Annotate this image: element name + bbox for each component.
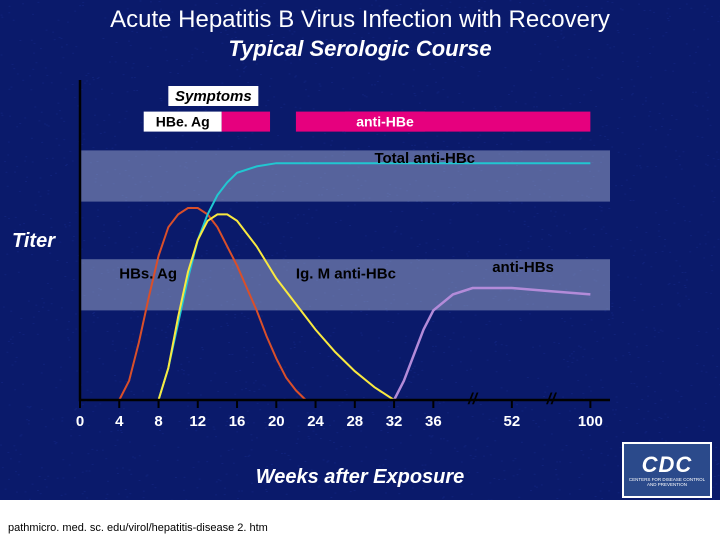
svg-text:anti-HBe: anti-HBe [356, 114, 414, 130]
svg-text://: // [467, 391, 478, 408]
svg-text:anti-HBs: anti-HBs [492, 259, 554, 276]
svg-text:4: 4 [115, 413, 124, 430]
slide-root: Acute Hepatitis B Virus Infection with R… [0, 0, 720, 540]
svg-text:100: 100 [578, 413, 603, 430]
plot-svg: Symptoms HBe. Ag anti-HBe Total anti-HBc HBs… [80, 80, 610, 430]
svg-text:Ig. M anti-HBc: Ig. M anti-HBc [296, 265, 396, 282]
svg-text://: // [546, 391, 557, 408]
svg-text:0: 0 [76, 413, 84, 430]
svg-text:20: 20 [268, 413, 285, 430]
cdc-logo-text: CDC [642, 452, 693, 478]
svg-text:HBe. Ag: HBe. Ag [156, 114, 210, 130]
svg-text:Total anti-HBc: Total anti-HBc [374, 150, 475, 167]
title-sub: Typical Serologic Course [0, 34, 720, 62]
svg-text:16: 16 [229, 413, 246, 430]
title-block: Acute Hepatitis B Virus Infection with R… [0, 0, 720, 62]
svg-text:32: 32 [386, 413, 403, 430]
svg-text:Symptoms: Symptoms [175, 88, 252, 105]
cdc-logo-subtext: CENTERS FOR DISEASE CONTROL AND PREVENTI… [624, 478, 710, 488]
svg-text:12: 12 [189, 413, 206, 430]
svg-text:HBs. Ag: HBs. Ag [119, 265, 177, 282]
svg-text:52: 52 [504, 413, 521, 430]
x-axis-label: Weeks after Exposure [0, 466, 720, 489]
svg-text:24: 24 [307, 413, 324, 430]
svg-text:28: 28 [346, 413, 363, 430]
chart-area: Acute Hepatitis B Virus Infection with R… [0, 0, 720, 500]
svg-text:8: 8 [154, 413, 162, 430]
svg-text:36: 36 [425, 413, 442, 430]
plot-area: Symptoms HBe. Ag anti-HBe Total anti-HBc HBs… [80, 80, 610, 430]
cdc-logo: CDC CENTERS FOR DISEASE CONTROL AND PREV… [622, 442, 712, 498]
source-url: pathmicro. med. sc. edu/virol/hepatitis-… [8, 522, 268, 534]
y-axis-label: Titer [12, 230, 55, 253]
title-main: Acute Hepatitis B Virus Infection with R… [0, 0, 720, 34]
